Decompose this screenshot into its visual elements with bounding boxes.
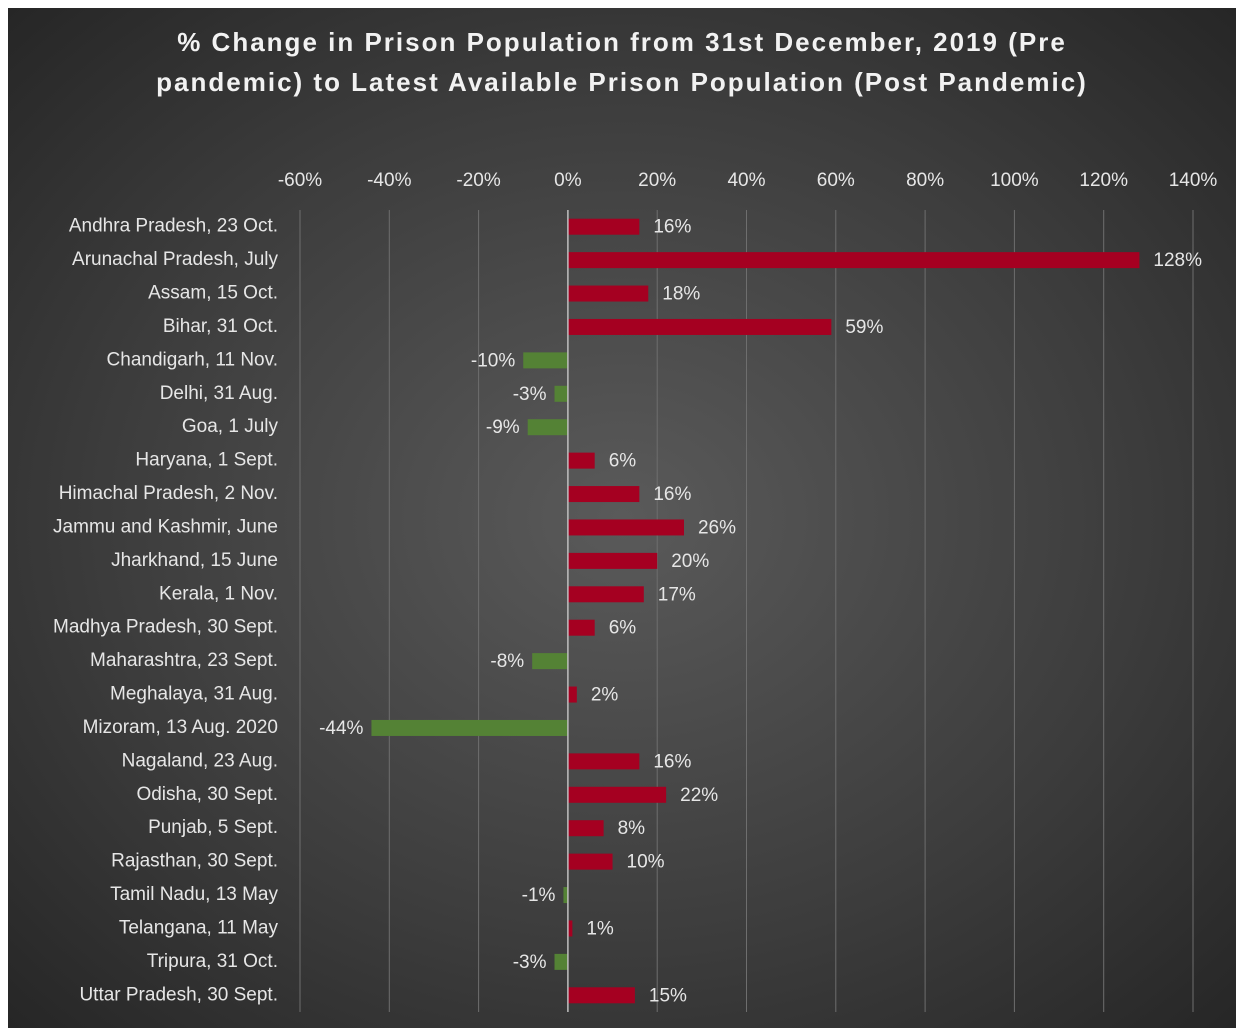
data-label: -10% <box>471 350 515 371</box>
y-tick-label: Arunachal Pradesh, July <box>72 249 278 270</box>
data-label: -44% <box>319 718 363 739</box>
y-tick-label: Tamil Nadu, 13 May <box>110 884 278 905</box>
bar <box>567 519 684 536</box>
data-label: 10% <box>627 852 665 873</box>
x-tick-label: -60% <box>278 170 322 191</box>
x-tick-label: 40% <box>727 170 765 191</box>
y-tick-label: Jharkhand, 15 June <box>111 550 278 571</box>
bar <box>563 887 568 904</box>
bar <box>567 686 577 703</box>
x-tick-label: -40% <box>367 170 411 191</box>
data-label: 6% <box>609 451 637 472</box>
bar <box>567 218 640 235</box>
bar <box>567 452 595 469</box>
x-tick-label: 20% <box>638 170 676 191</box>
y-tick-label: Chandigarh, 11 Nov. <box>107 349 278 370</box>
y-tick-label: Maharashtra, 23 Sept. <box>90 650 278 671</box>
y-tick-label: Himachal Pradesh, 2 Nov. <box>59 483 278 504</box>
bar <box>527 419 568 436</box>
data-label: 15% <box>649 985 687 1006</box>
data-label: 20% <box>671 551 709 572</box>
y-tick-label: Meghalaya, 31 Aug. <box>110 684 278 705</box>
y-tick-label: Mizoram, 13 Aug. 2020 <box>83 717 278 738</box>
bar <box>567 318 832 335</box>
data-label: 16% <box>653 217 691 238</box>
x-tick-label: 80% <box>906 170 944 191</box>
bar <box>371 719 568 736</box>
x-tick-label: 100% <box>990 170 1039 191</box>
bar <box>523 352 568 369</box>
y-tick-label: Assam, 15 Oct. <box>148 283 278 304</box>
y-tick-label: Haryana, 1 Sept. <box>135 450 278 471</box>
bar <box>567 753 640 770</box>
data-label: -8% <box>490 651 524 672</box>
bar <box>567 586 644 603</box>
bar <box>567 619 595 636</box>
x-tick-label: 60% <box>817 170 855 191</box>
bar <box>567 252 1140 269</box>
y-tick-label: Jammu and Kashmir, June <box>53 516 278 537</box>
y-tick-label: Odisha, 30 Sept. <box>136 784 278 805</box>
bar <box>567 285 649 302</box>
x-tick-label: 0% <box>554 170 582 191</box>
x-tick-label: -20% <box>456 170 500 191</box>
chart-background <box>8 8 1236 1028</box>
data-label: 18% <box>662 284 700 305</box>
data-label: 26% <box>698 517 736 538</box>
bar <box>567 987 635 1004</box>
data-label: 22% <box>680 785 718 806</box>
bar <box>567 920 573 937</box>
y-tick-label: Telangana, 11 May <box>119 917 279 938</box>
y-tick-label: Punjab, 5 Sept. <box>148 817 278 838</box>
x-tick-label: 140% <box>1169 170 1218 191</box>
data-label: 59% <box>845 317 883 338</box>
data-label: -3% <box>513 952 547 973</box>
data-label: -1% <box>522 885 556 906</box>
bar <box>567 820 604 837</box>
y-tick-label: Nagaland, 23 Aug. <box>122 750 278 771</box>
data-label: 6% <box>609 618 637 639</box>
data-label: 17% <box>658 584 696 605</box>
data-label: 8% <box>618 818 646 839</box>
y-tick-label: Delhi, 31 Aug. <box>160 383 278 404</box>
data-label: 2% <box>591 685 619 706</box>
y-tick-label: Madhya Pradesh, 30 Sept. <box>53 617 278 638</box>
bar <box>567 853 613 870</box>
y-tick-label: Tripura, 31 Oct. <box>147 951 278 972</box>
bar <box>567 552 658 569</box>
bar <box>567 786 667 803</box>
bar <box>554 953 568 970</box>
data-label: -9% <box>486 417 520 438</box>
y-tick-label: Bihar, 31 Oct. <box>163 316 278 337</box>
bar <box>554 385 568 402</box>
x-tick-label: 120% <box>1079 170 1128 191</box>
data-label: -3% <box>513 384 547 405</box>
data-label: 16% <box>653 484 691 505</box>
bar <box>567 486 640 503</box>
y-tick-label: Kerala, 1 Nov. <box>159 583 278 604</box>
y-tick-label: Andhra Pradesh, 23 Oct. <box>69 216 278 237</box>
chart-title: % Change in Prison Population from 31st … <box>156 27 1088 97</box>
y-tick-label: Uttar Pradesh, 30 Sept. <box>79 984 278 1005</box>
data-label: 1% <box>586 918 614 939</box>
data-label: 16% <box>653 751 691 772</box>
data-label: 128% <box>1153 250 1202 271</box>
y-tick-label: Rajasthan, 30 Sept. <box>111 851 278 872</box>
y-tick-label: Goa, 1 July <box>182 416 279 437</box>
bar <box>532 653 568 670</box>
